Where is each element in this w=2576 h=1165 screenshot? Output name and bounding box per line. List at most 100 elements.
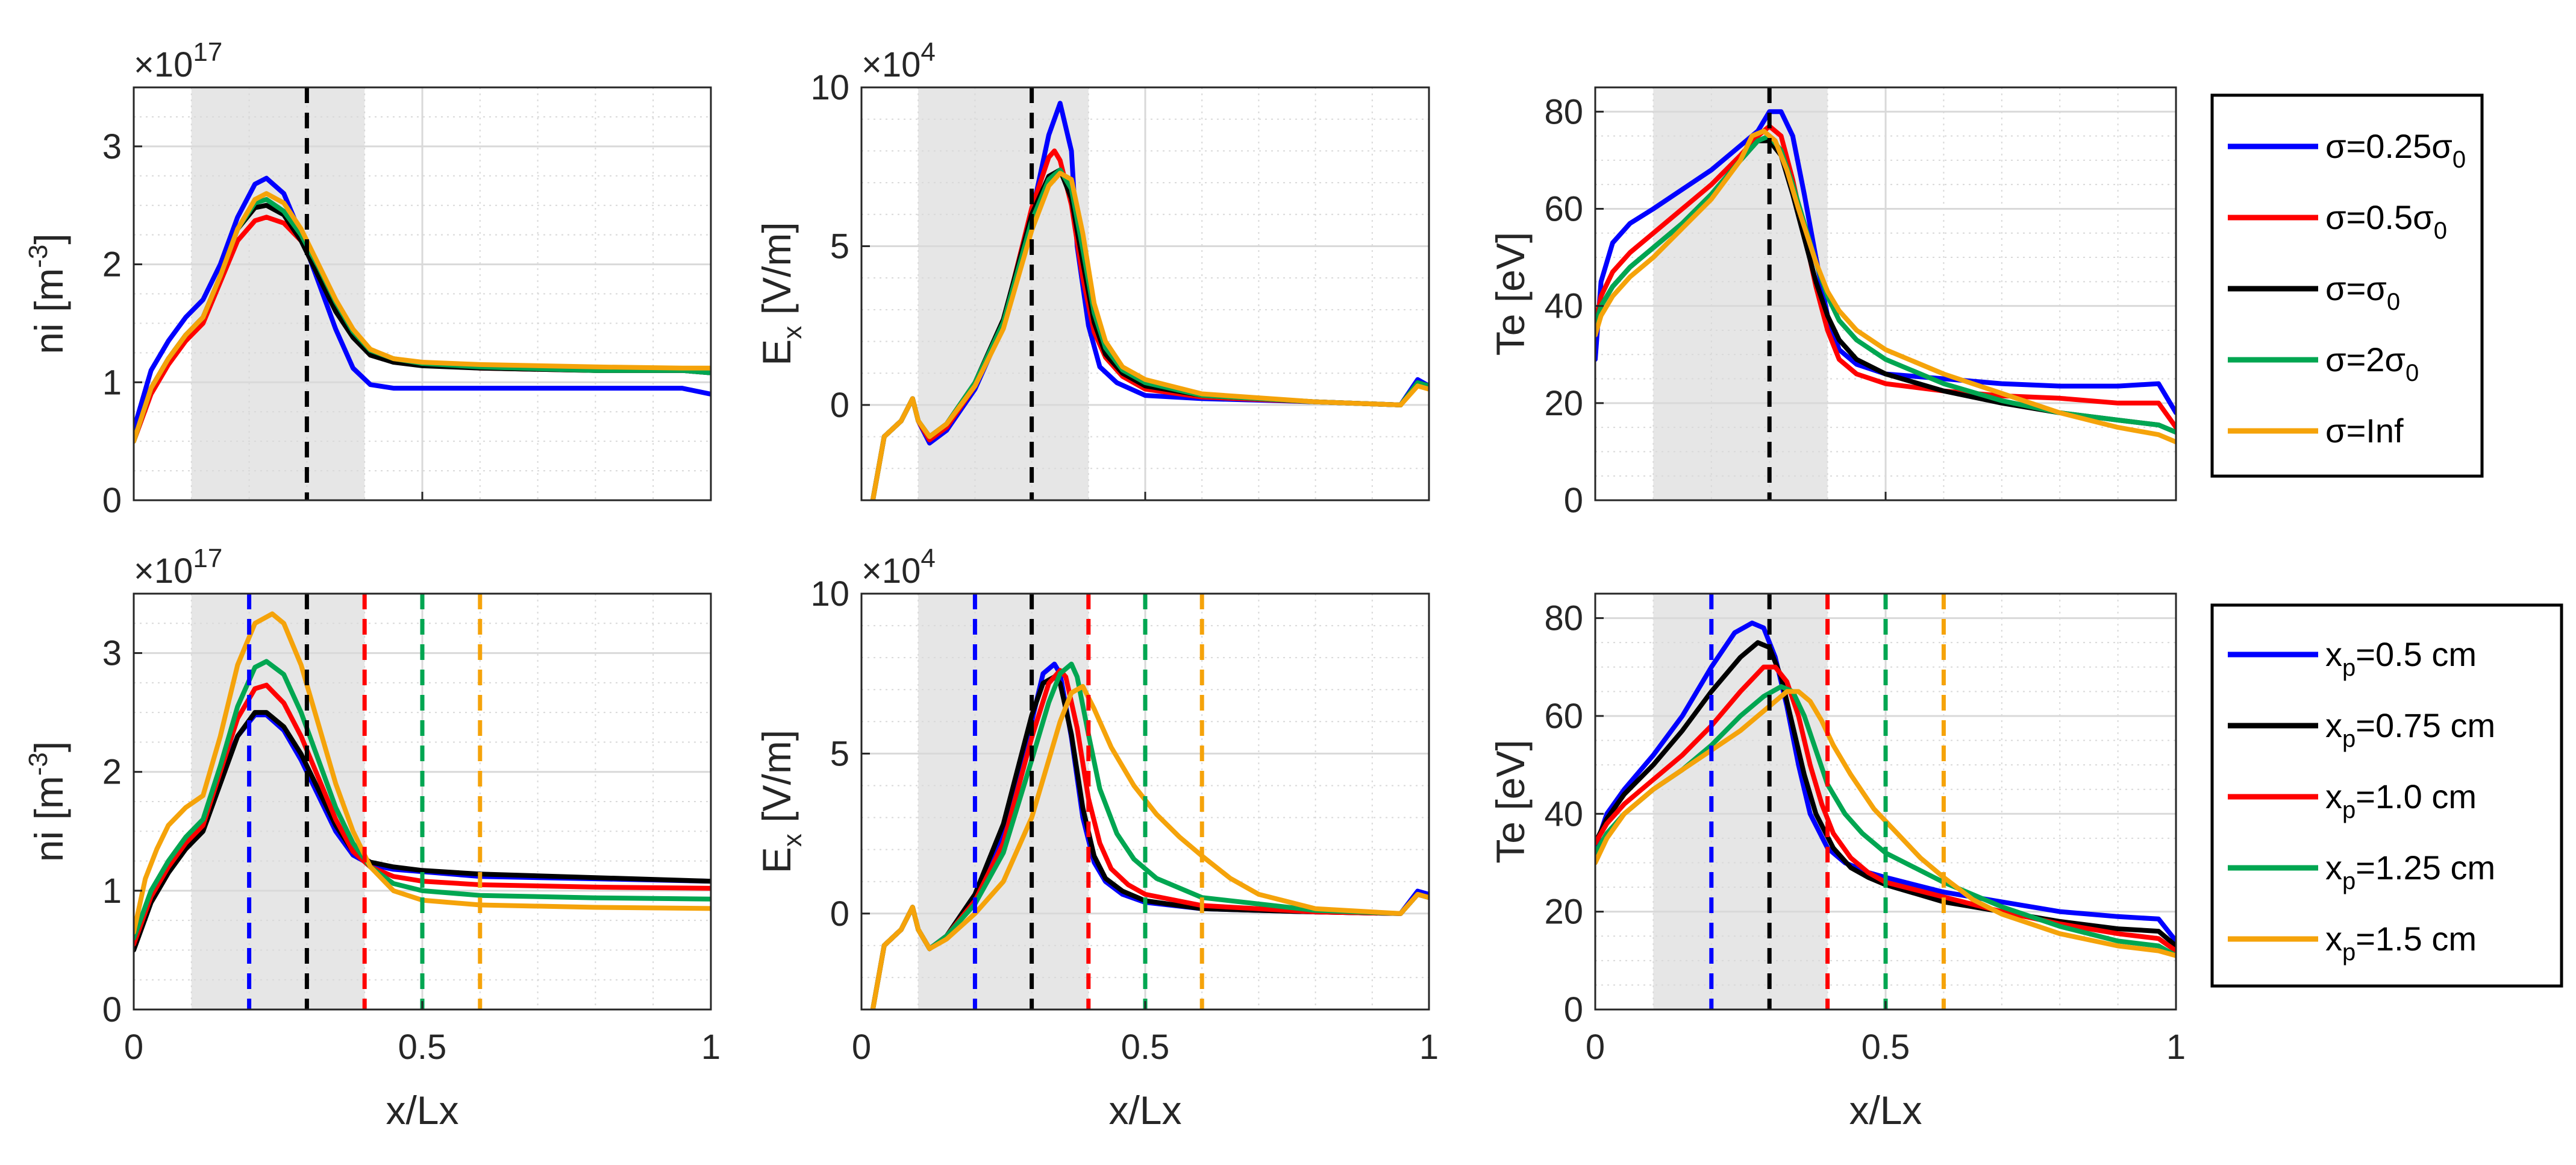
shaded-region — [918, 87, 1089, 500]
y-axis-label-tail: [V/m] — [754, 222, 799, 325]
legend-label-sub: 0 — [2453, 146, 2466, 173]
series-group — [134, 611, 711, 953]
y-axis-label-tail: [V/m] — [754, 730, 799, 834]
x-tick-label: 0 — [124, 1028, 143, 1067]
y-tick-label: 20 — [1544, 384, 1583, 423]
x-tick-label: 0.5 — [1862, 1028, 1910, 1067]
y-axis-label-tail: ] — [27, 741, 71, 752]
y-axis-label-base: E — [754, 847, 799, 873]
shaded-region — [1653, 87, 1828, 500]
panel-top-ex: 0 5 10 Ex [V/m] ×104 — [754, 37, 1430, 501]
y-tick-label: 80 — [1544, 92, 1583, 131]
x-axis-label: x/Lx — [386, 1088, 458, 1132]
legend-label-sub: 0 — [2406, 360, 2419, 386]
x-tick-label: 1 — [701, 1028, 721, 1067]
y-tick-label: 5 — [830, 734, 849, 773]
y-axis-label-base: ni [m — [27, 776, 71, 862]
series-line — [1595, 620, 2176, 944]
legend-item: σ=Inf — [2228, 412, 2404, 450]
legend-top-box — [2210, 93, 2484, 478]
y-axis-label-sup: -3 — [23, 752, 53, 776]
y-tick-label: 10 — [810, 68, 849, 107]
axis-multiplier-base: ×10 — [861, 551, 921, 591]
y-axis-label-base: Te [eV] — [1488, 232, 1533, 356]
legend-label-sub: 0 — [2434, 218, 2447, 244]
y-tick-label: 1 — [102, 363, 122, 402]
legend-item: xp=0.75 cm — [2228, 706, 2495, 752]
y-axis-label-sub: x — [778, 326, 807, 339]
legend-label: xp=1.0 cm — [2325, 777, 2477, 823]
series-line — [134, 191, 711, 444]
legend-item: σ=0.25σ0 — [2228, 127, 2466, 173]
y-tick-label: 2 — [102, 753, 122, 792]
axis-multiplier-base: ×10 — [861, 45, 921, 84]
legend-label-base: σ=σ — [2325, 269, 2387, 307]
y-tick-label: 80 — [1544, 599, 1583, 638]
legend-label-sub: p — [2342, 655, 2356, 681]
y-tick-label: 10 — [810, 574, 849, 614]
axis-multiplier-exponent: 4 — [921, 37, 935, 67]
legend-label-sub: p — [2342, 939, 2356, 966]
series-line — [134, 710, 711, 953]
y-tick-label: 0 — [102, 481, 122, 520]
legend-label-base: σ=0.25σ — [2325, 127, 2453, 165]
series-group — [870, 661, 1429, 1010]
panel-top-ni: 0 1 2 3 ni [m-3] ×1017 — [23, 37, 712, 520]
panel-bottom-ex: 0 5 10 0 0.5 1 x/Lx Ex [V/m] ×104 — [754, 544, 1439, 1132]
legend-label: xp=0.5 cm — [2325, 635, 2477, 681]
series-line — [1595, 128, 2176, 445]
axis-multiplier-base: ×10 — [134, 551, 193, 591]
x-axis-label: x/Lx — [1108, 1088, 1181, 1132]
y-axis-label-sub: x — [778, 834, 807, 847]
legend-label-sub: p — [2342, 797, 2356, 823]
legend-label-base: σ=2σ — [2325, 341, 2406, 378]
legend-label: σ=2σ0 — [2325, 341, 2419, 386]
shaded-region — [1653, 594, 1828, 1010]
shaded-region — [191, 87, 365, 500]
y-axis-label-base: ni [m — [27, 268, 71, 354]
x-tick-label: 0 — [1586, 1028, 1605, 1067]
panel-bottom-te: 0 20 40 60 80 0 0.5 1 x/Lx Te [eV] — [1488, 592, 2186, 1132]
y-tick-label: 3 — [102, 634, 122, 673]
series-group — [1595, 109, 2176, 445]
x-tick-label: 1 — [2166, 1028, 2186, 1067]
legend-label-sub: 0 — [2387, 289, 2400, 315]
y-axis-label: Ex [V/m] — [754, 222, 807, 365]
series-line — [1595, 109, 2176, 415]
y-axis-label: Te [eV] — [1488, 232, 1533, 356]
legend-label-tail: =1.5 cm — [2356, 920, 2477, 958]
legend-item: xp=1.5 cm — [2228, 920, 2477, 966]
legend-label: σ=0.5σ0 — [2325, 198, 2447, 244]
legend-label: σ=σ0 — [2325, 269, 2400, 315]
legend-label: xp=1.5 cm — [2325, 920, 2477, 966]
legend-item: σ=0.5σ0 — [2228, 198, 2447, 244]
y-tick-label: 40 — [1544, 794, 1583, 834]
y-tick-label: 0 — [830, 386, 849, 425]
x-axis-label: x/Lx — [1849, 1088, 1922, 1132]
legend-label-tail: =0.75 cm — [2356, 706, 2495, 744]
legend-label-tail: =0.5 cm — [2356, 635, 2477, 673]
x-tick-label: 0.5 — [1121, 1028, 1170, 1067]
series-line — [134, 659, 711, 941]
axis-multiplier-base: ×10 — [134, 45, 193, 84]
series-line — [134, 611, 711, 935]
y-tick-label: 0 — [1564, 481, 1583, 520]
legend-label-base: x — [2325, 777, 2342, 815]
legend-label-tail: =1.0 cm — [2356, 777, 2477, 815]
legend-label-base: x — [2325, 706, 2342, 744]
axis-multiplier: ×1017 — [134, 544, 222, 591]
legend-label-sub: p — [2342, 726, 2356, 752]
legend-label-base: x — [2325, 920, 2342, 958]
y-axis-label-tail: ] — [27, 233, 71, 244]
y-tick-label: 0 — [1564, 990, 1583, 1029]
y-tick-label: 60 — [1544, 189, 1583, 228]
legend-item: σ=σ0 — [2228, 269, 2400, 315]
legend-label-base: σ=0.5σ — [2325, 198, 2434, 236]
y-tick-label: 0 — [102, 990, 122, 1029]
panel-top-te: 0 20 40 60 80 Te [eV] — [1488, 86, 2177, 520]
y-tick-label: 1 — [102, 871, 122, 911]
